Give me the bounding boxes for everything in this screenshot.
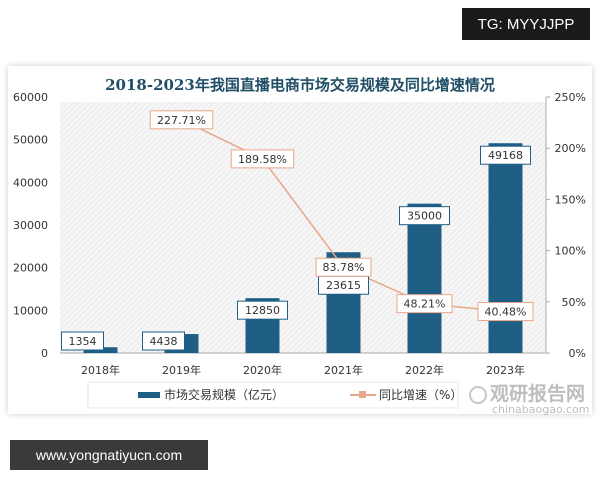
x-tick-label: 2018年 xyxy=(81,363,120,377)
watermark: 观研报告网 chinabaogao.com xyxy=(469,382,590,416)
bar-data-label: 12850 xyxy=(245,304,280,317)
legend-line-label: 同比增速（%） xyxy=(379,388,462,402)
x-tick-label: 2021年 xyxy=(324,363,363,377)
line-label-box xyxy=(315,257,372,277)
bar-label-box xyxy=(61,331,104,351)
line-label-box xyxy=(477,302,534,322)
right-tick-label: 150% xyxy=(555,193,586,206)
bar-data-label: 35000 xyxy=(407,210,442,223)
line-data-label: 83.78% xyxy=(323,261,365,274)
line-label-box xyxy=(230,149,295,169)
left-tick-label: 50000 xyxy=(13,134,48,147)
left-tick-label: 60000 xyxy=(13,91,48,104)
site-overlay: www.yongnatiyucn.com xyxy=(10,440,208,470)
x-tick-label: 2019年 xyxy=(162,363,201,377)
bar-label-box xyxy=(399,206,450,226)
chart-title: 2018-2023年我国直播电商市场交易规模及同比增速情况 xyxy=(105,76,495,94)
right-tick-label: 250% xyxy=(555,91,586,104)
line-data-label: 40.48% xyxy=(485,306,527,319)
right-tick-label: 0% xyxy=(569,347,586,360)
watermark-name: 观研报告网 xyxy=(490,382,585,405)
watermark-logo-icon xyxy=(469,386,487,404)
bar-data-label: 1354 xyxy=(69,335,97,348)
legend: 市场交易规模（亿元） 同比增速（%） xyxy=(87,381,462,409)
x-tick-label: 2023年 xyxy=(486,363,525,377)
left-tick-label: 20000 xyxy=(13,262,48,275)
left-tick-label: 40000 xyxy=(13,176,48,189)
bar-label-box xyxy=(480,145,531,165)
x-tick-label: 2020年 xyxy=(243,363,282,377)
bar-data-label: 49168 xyxy=(488,149,523,162)
bar xyxy=(488,143,523,353)
legend-bar-swatch xyxy=(138,392,160,398)
legend-line-marker xyxy=(359,391,366,398)
right-tick-label: 200% xyxy=(555,142,586,155)
line-data-label: 227.71% xyxy=(157,114,206,127)
left-tick-label: 30000 xyxy=(13,219,48,232)
plot-area xyxy=(60,102,546,353)
bar xyxy=(407,203,442,353)
x-tick-label: 2022年 xyxy=(405,363,444,377)
bar-label-box xyxy=(237,300,288,320)
bar-label-box xyxy=(142,331,185,351)
line-data-label: 189.58% xyxy=(238,153,287,166)
legend-bar-label: 市场交易规模（亿元） xyxy=(164,387,284,402)
line-data-label: 48.21% xyxy=(404,298,446,311)
line-label-box xyxy=(396,294,453,314)
right-tick-label: 50% xyxy=(562,296,586,309)
left-tick-label: 0 xyxy=(41,347,48,360)
bar-data-label: 4438 xyxy=(150,335,178,348)
tg-overlay: TG: MYYJJPP xyxy=(462,8,590,40)
bar-data-label: 23615 xyxy=(326,279,361,292)
left-tick-label: 10000 xyxy=(13,304,48,317)
right-tick-label: 100% xyxy=(555,245,586,258)
line-label-box xyxy=(149,110,214,130)
watermark-domain: chinabaogao.com xyxy=(492,403,590,416)
